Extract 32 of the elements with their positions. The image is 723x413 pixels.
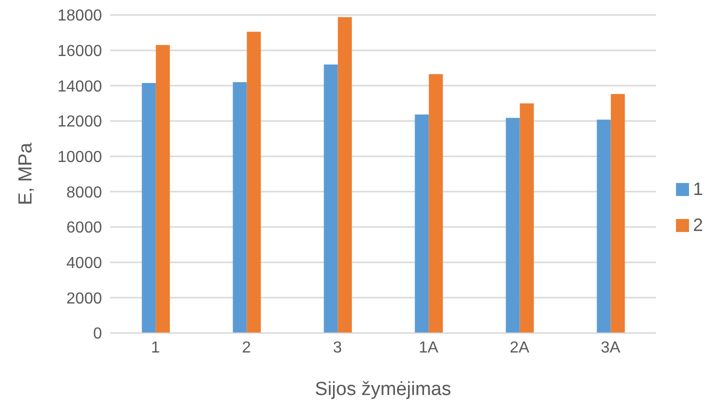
bar xyxy=(610,94,625,333)
y-tick-label: 18000 xyxy=(58,8,102,25)
bar xyxy=(142,83,156,333)
y-axis-title: E, MPa xyxy=(16,142,37,206)
y-tick-label: 12000 xyxy=(58,114,102,131)
bar xyxy=(520,103,534,333)
bar xyxy=(414,114,429,333)
x-tick-label: 1A xyxy=(418,339,439,356)
x-tick-label: 2A xyxy=(510,339,530,356)
x-axis-title: Sijos žymėjimas xyxy=(314,379,452,400)
y-tick-label: 8000 xyxy=(66,184,102,202)
legend-label: 1 xyxy=(692,178,703,198)
bar xyxy=(596,120,611,333)
y-tick-label: 6000 xyxy=(66,220,102,237)
y-tick-label: 4000 xyxy=(66,255,102,272)
y-tick-label: 10000 xyxy=(58,149,102,166)
bar xyxy=(338,17,352,333)
legend-label: 2 xyxy=(692,214,703,234)
bar xyxy=(324,64,338,333)
x-tick-label: 3A xyxy=(600,339,621,356)
y-tick-label: 2000 xyxy=(66,290,102,308)
y-tick-label: 0 xyxy=(93,326,102,343)
bar xyxy=(246,32,261,333)
bar xyxy=(428,74,443,333)
bar xyxy=(156,45,170,333)
x-tick-label: 3 xyxy=(333,339,342,356)
bar xyxy=(232,82,247,333)
x-tick-label: 2 xyxy=(242,339,252,356)
y-tick-label: 16000 xyxy=(58,43,102,60)
y-tick-label: 14000 xyxy=(58,78,102,96)
x-tick-label: 1 xyxy=(151,339,160,356)
bar xyxy=(506,118,520,333)
